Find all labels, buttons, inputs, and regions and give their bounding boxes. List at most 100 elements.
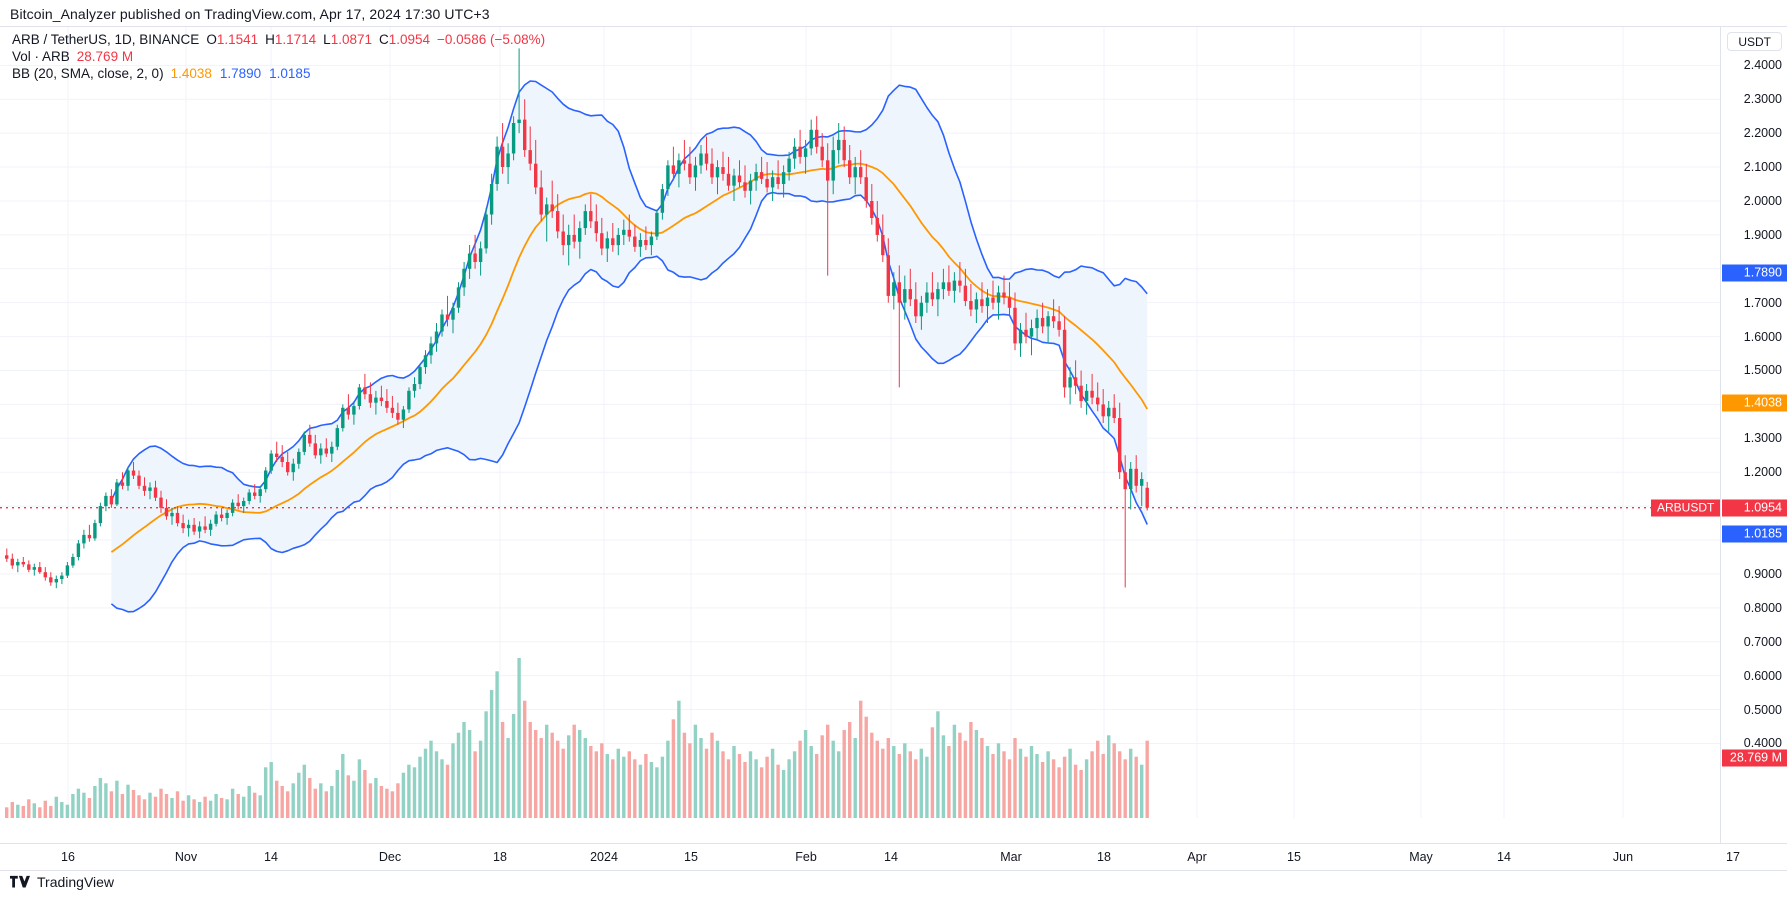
volume-bar — [489, 690, 494, 818]
bb-lower-line — [110, 191, 1148, 613]
volume-bar — [842, 730, 846, 818]
volume-bar — [985, 746, 990, 818]
candle-body — [914, 299, 918, 317]
candle-body — [297, 451, 301, 464]
volume-bar — [43, 800, 47, 818]
volume-bar — [308, 778, 312, 818]
legend-row-bb[interactable]: BB (20, SMA, close, 2, 0) 1.4038 1.7890 … — [12, 65, 545, 82]
candle-body — [280, 456, 284, 462]
candle-body — [572, 234, 576, 242]
candle-body — [1129, 468, 1133, 490]
volume-bar — [820, 735, 824, 818]
price-tick-label: 0.6000 — [1743, 668, 1782, 683]
candle-body — [660, 189, 665, 213]
time-tick-label: Jun — [1612, 850, 1634, 864]
candle-body — [930, 292, 935, 300]
volume-bar — [848, 722, 852, 818]
candle-body — [219, 514, 224, 518]
price-axis-tag[interactable]: 1.0185 — [1722, 525, 1787, 543]
candle-body — [1145, 487, 1149, 508]
volume-bar — [451, 743, 455, 818]
price-axis-tag[interactable]: 28.769 M — [1722, 749, 1787, 767]
candle-body — [236, 502, 240, 507]
candle-body — [467, 253, 472, 269]
candle-body — [842, 139, 846, 161]
candle-body — [545, 204, 549, 215]
candle-body — [1118, 418, 1122, 473]
candle-body — [1035, 317, 1039, 329]
legend-volume-value: 28.769 M — [76, 49, 134, 64]
candle-body — [781, 172, 786, 184]
volume-bar — [280, 786, 284, 818]
volume-bar — [776, 764, 780, 818]
volume-bar — [699, 738, 703, 818]
price-tick-label: 1.5000 — [1743, 363, 1782, 378]
candle-body — [225, 512, 229, 518]
candle-body — [589, 211, 593, 222]
volume-bar — [754, 759, 758, 818]
volume-bar — [181, 800, 185, 818]
volume-bar — [164, 794, 169, 818]
volume-bar — [462, 722, 466, 818]
volume-bar — [589, 746, 593, 818]
legend-row-symbol[interactable]: ARB / TetherUS, 1D, BINANCE O1.1541 H1.1… — [12, 31, 545, 48]
volume-bar — [710, 732, 714, 818]
candle-body — [423, 355, 428, 368]
volume-bar — [688, 743, 692, 818]
candle-body — [897, 282, 901, 303]
volume-bar — [1079, 770, 1083, 818]
candle-body — [776, 177, 780, 184]
candle-body — [1024, 329, 1028, 337]
candle-body — [517, 119, 521, 123]
volume-bar — [1029, 746, 1034, 818]
time-axis[interactable]: 16 Nov 14 Dec 18 2024 15 Feb 14 Mar 18 Apr 15 May 14 Ju… — [0, 843, 1787, 870]
candle-body — [352, 406, 356, 415]
volume-bar — [60, 802, 64, 818]
candle-body — [335, 428, 339, 447]
volume-bar — [528, 722, 532, 818]
volume-bar — [511, 714, 516, 818]
volume-bar — [374, 778, 378, 818]
volume-bar — [379, 786, 384, 818]
candle-body — [671, 165, 676, 174]
price-axis-tag[interactable]: 1.0954 — [1722, 499, 1787, 517]
candle-body — [126, 470, 130, 486]
volume-bar — [1024, 756, 1028, 818]
volume-bar — [368, 783, 373, 818]
price-axis-tag[interactable]: 1.7890 — [1722, 264, 1787, 281]
candle-body — [985, 297, 990, 307]
candle-body — [16, 562, 20, 566]
candle-body — [418, 367, 422, 385]
volume-bar — [594, 751, 598, 818]
currency-badge[interactable]: USDT — [1727, 32, 1782, 51]
volume-bar — [258, 795, 262, 818]
volume-bar — [897, 754, 901, 818]
candle-body — [963, 285, 968, 301]
candle-body — [1123, 472, 1127, 490]
candle-body — [1090, 390, 1094, 398]
volume-bar — [1112, 743, 1116, 818]
candle-body — [319, 448, 323, 456]
volume-series — [5, 658, 1149, 818]
candle-body — [363, 387, 367, 395]
candle-body — [803, 148, 808, 157]
candle-body — [732, 175, 736, 186]
volume-bar — [93, 786, 97, 818]
price-axis[interactable]: USDT 2.4000 2.3000 2.2000 2.1000 2.0000 1.900… — [1720, 27, 1787, 845]
volume-bar — [611, 759, 615, 818]
candle-body — [677, 160, 681, 174]
candle-body — [445, 314, 450, 320]
chart-pane[interactable] — [0, 27, 1720, 845]
symbol-price-tag[interactable]: ARBUSDT — [1651, 499, 1721, 517]
volume-bar — [770, 748, 775, 818]
candle-body — [605, 238, 609, 249]
volume-bar — [726, 759, 731, 818]
volume-bar — [1046, 751, 1050, 818]
volume-bar — [870, 732, 874, 818]
price-tick-label: 0.8000 — [1743, 600, 1782, 615]
legend-row-volume[interactable]: Vol · ARB 28.769 M — [12, 48, 545, 65]
candle-body — [903, 289, 907, 303]
volume-bar — [1057, 767, 1061, 818]
price-axis-tag[interactable]: 1.4038 — [1722, 394, 1787, 412]
volume-bar — [671, 719, 676, 818]
